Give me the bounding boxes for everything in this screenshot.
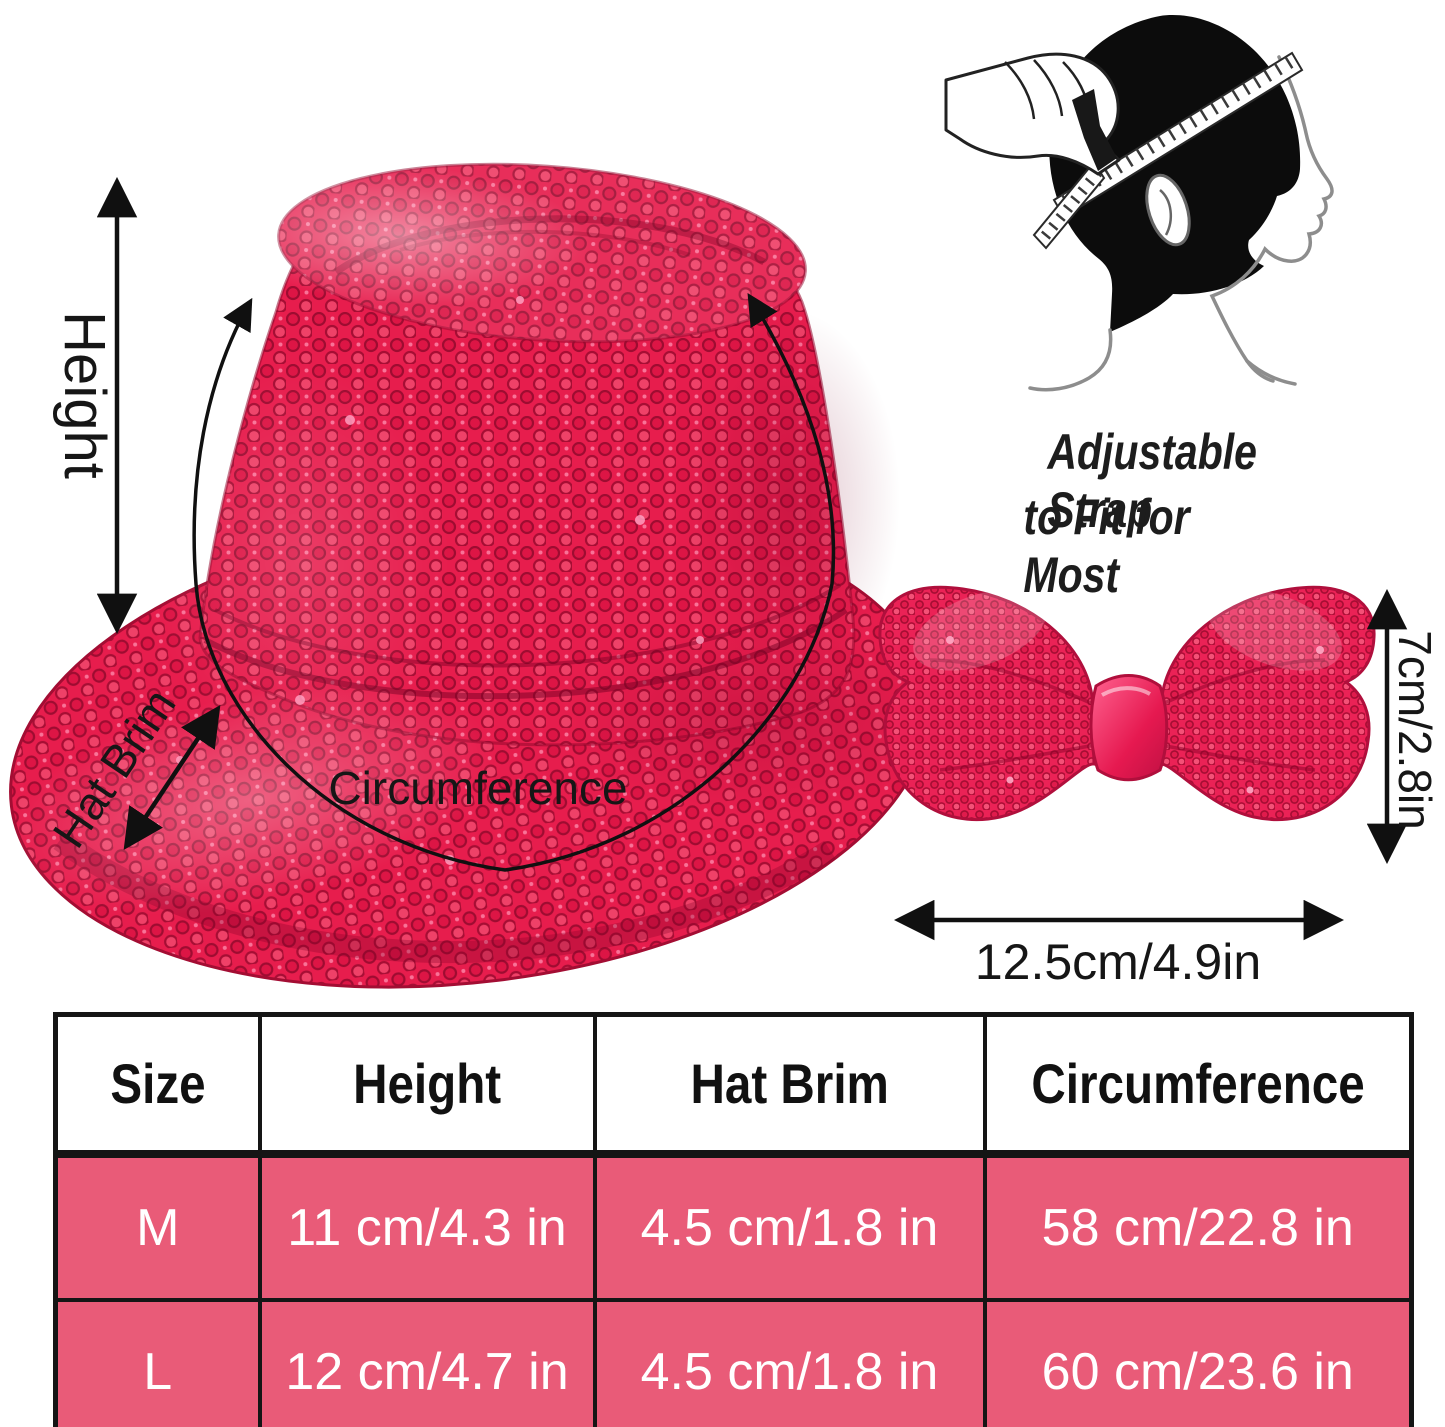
- header-hat-brim-label: Hat Brim: [690, 1052, 889, 1115]
- hat-brim-arrow: [123, 704, 221, 851]
- header-size-label: Size: [110, 1052, 206, 1115]
- circumference-arrow-loop: [192, 292, 836, 872]
- size-chart-table: Size Height Hat Brim Circumference M 11 …: [53, 1012, 1414, 1427]
- cell-height-m: 11 cm/4.3 in: [257, 1152, 597, 1302]
- measuring-hand: [944, 52, 1121, 176]
- header-height-label: Height: [352, 1052, 502, 1115]
- header-size: Size: [53, 1012, 262, 1158]
- sequin-hat-illustration: [4, 162, 960, 989]
- fit-note-line2: to Fit for Most: [1023, 489, 1190, 603]
- table-row-size-m: M 11 cm/4.3 in 4.5 cm/1.8 in 58 cm/22.8 …: [53, 1152, 1414, 1302]
- height-annotation-label: Height: [52, 311, 117, 479]
- measuring-tape: [1032, 51, 1304, 250]
- header-hat-brim: Hat Brim: [592, 1012, 987, 1158]
- header-circumference: Circumference: [982, 1012, 1414, 1158]
- cell-circumference-m: 58 cm/22.8 in: [982, 1152, 1414, 1302]
- bow-width-dimension-label: 12.5cm/4.9in: [974, 934, 1262, 990]
- cell-size-l: L: [53, 1298, 262, 1427]
- bow-height-dimension-label: 7cm/2.8in: [1389, 630, 1441, 830]
- fit-note-line1: Adjustable Strap: [1047, 424, 1257, 538]
- table-header-row: Size Height Hat Brim Circumference: [53, 1012, 1414, 1158]
- cell-circumference-l: 60 cm/23.6 in: [982, 1298, 1414, 1427]
- header-circumference-label: Circumference: [1031, 1052, 1365, 1115]
- head-measuring-illustration: [944, 15, 1334, 392]
- header-height: Height: [257, 1012, 597, 1158]
- cell-size-m: M: [53, 1152, 262, 1302]
- cell-hat-brim-m: 4.5 cm/1.8 in: [592, 1152, 987, 1302]
- bow-tie-illustration: [878, 585, 1376, 822]
- circumference-annotation-label: Circumference: [328, 762, 628, 814]
- cell-height-l: 12 cm/4.7 in: [257, 1298, 597, 1427]
- table-row-size-l: L 12 cm/4.7 in 4.5 cm/1.8 in 60 cm/23.6 …: [53, 1298, 1414, 1427]
- cell-hat-brim-l: 4.5 cm/1.8 in: [592, 1298, 987, 1427]
